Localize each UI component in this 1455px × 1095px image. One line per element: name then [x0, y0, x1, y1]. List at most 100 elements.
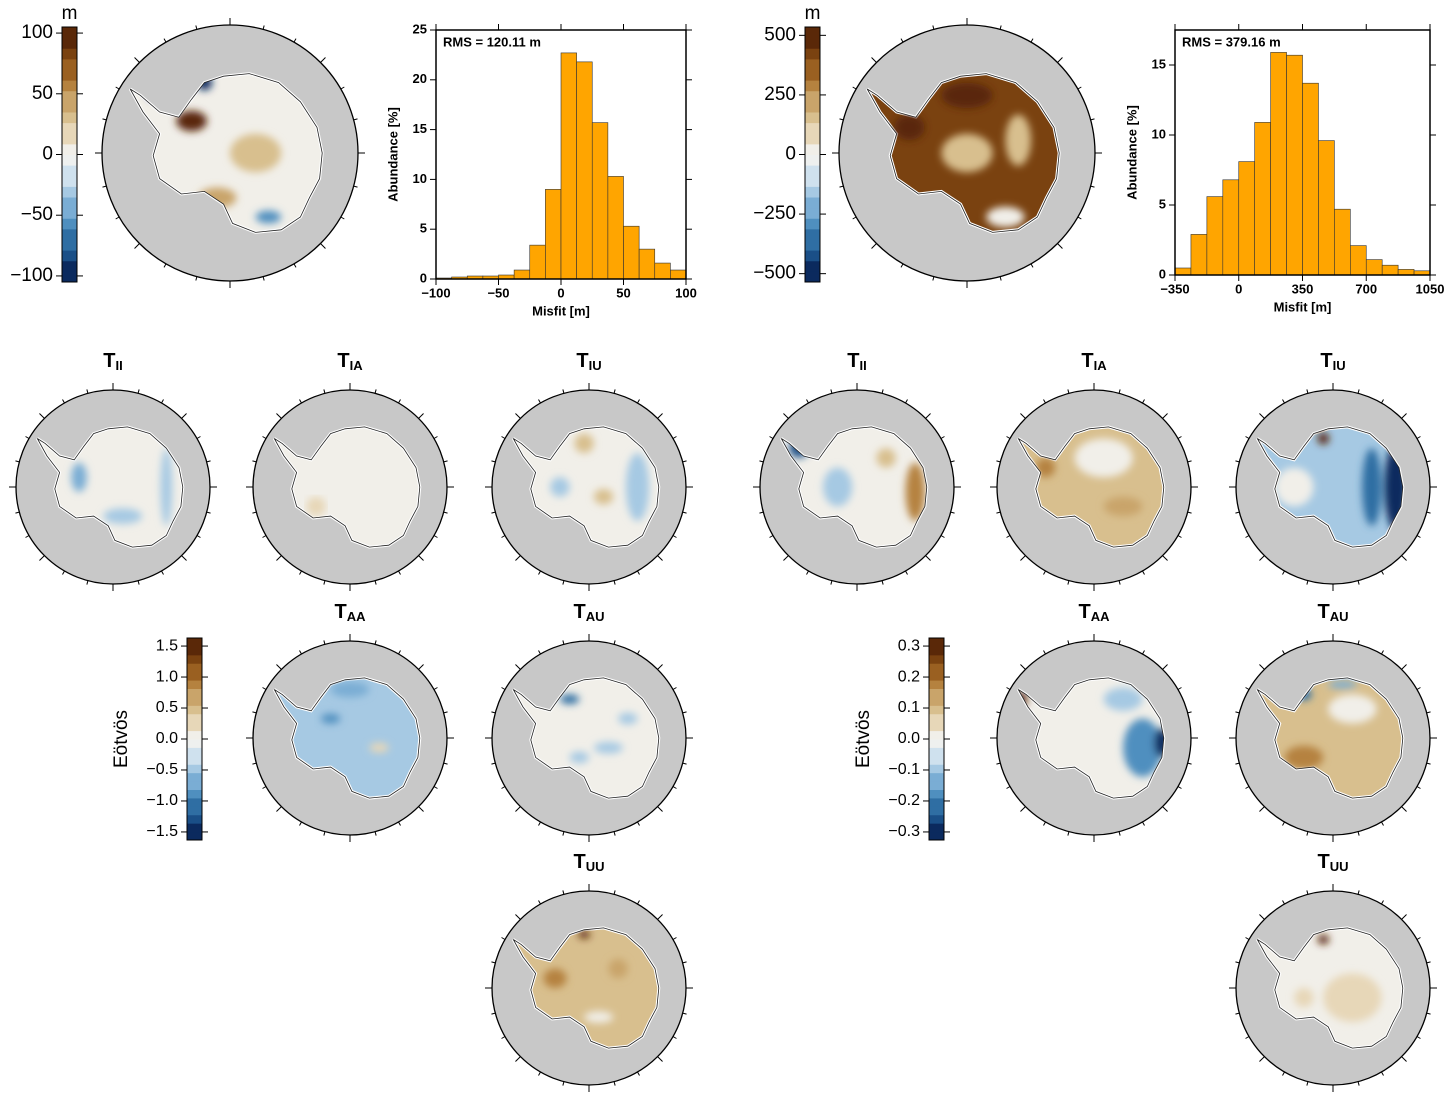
map-frame-tick — [320, 243, 326, 249]
colorbar-band — [187, 739, 202, 748]
colorbar-band — [805, 80, 820, 92]
map-frame-tick — [538, 650, 541, 655]
map-title-main: T — [847, 350, 859, 372]
map-frame-tick — [996, 711, 1001, 714]
map-frame-tick — [353, 185, 358, 188]
map-frame-tick — [1090, 118, 1095, 121]
map-frame-tick — [1259, 914, 1265, 920]
colorbar-tick-label: −0.2 — [888, 792, 920, 809]
map-anomaly — [905, 462, 925, 521]
map-frame-tick — [672, 1036, 677, 1039]
map-frame-tick — [340, 86, 345, 90]
map-frame-tick — [252, 460, 257, 463]
map-frame-tick — [398, 821, 401, 826]
map-frame-tick — [562, 831, 565, 836]
map-frame-tick — [137, 580, 140, 585]
map-title: TIA — [1081, 350, 1107, 373]
map-frame-tick — [206, 511, 211, 514]
map: TIU — [485, 350, 693, 591]
map-frame-tick — [1067, 580, 1070, 585]
map-frame-tick — [657, 664, 663, 670]
map-frame-tick — [562, 640, 565, 645]
colorbar-band — [187, 755, 202, 765]
x-axis-label: Misfit [m] — [532, 303, 590, 318]
colorbar-band — [805, 48, 820, 60]
map-frame-tick — [374, 389, 377, 394]
map-frame-tick — [433, 786, 438, 789]
map-field — [320, 681, 389, 753]
map-frame-tick — [515, 914, 521, 920]
colorbar-band — [187, 722, 202, 732]
map-anomaly — [941, 133, 993, 173]
map-frame-tick — [501, 535, 506, 538]
colorbar-band — [929, 781, 944, 790]
colorbar-band — [187, 705, 202, 715]
map: TAU — [485, 601, 693, 842]
map-coastline — [36, 426, 184, 548]
histogram-bar — [1270, 52, 1287, 276]
map-frame-tick — [881, 389, 884, 394]
map-frame-tick — [323, 640, 326, 645]
map-frame-tick — [839, 185, 844, 188]
x-tick-label: −350 — [1160, 281, 1189, 296]
colorbar-band — [62, 133, 77, 145]
map-frame-tick — [163, 263, 167, 268]
map-frame-tick — [1259, 413, 1265, 419]
map-frame-tick — [672, 436, 677, 439]
map-frame-tick — [1381, 650, 1384, 655]
map-anomaly — [1328, 680, 1358, 689]
map-frame-tick — [491, 762, 496, 765]
colorbar-tick-label: 0 — [785, 144, 796, 165]
colorbar-band — [805, 58, 820, 70]
map-title-main: T — [1079, 601, 1091, 623]
colorbar-tick-label: 100 — [21, 22, 53, 43]
map-field-blobs — [550, 433, 650, 521]
map-frame-tick — [1020, 413, 1026, 419]
map-frame-tick — [374, 831, 377, 836]
map-field — [1294, 934, 1382, 1022]
colorbar-band — [187, 806, 202, 816]
colorbar-band — [62, 175, 77, 187]
map-frame-tick — [501, 786, 506, 789]
map-coastline — [129, 73, 323, 233]
map-frame-tick — [323, 831, 326, 836]
histogram-bar — [1302, 82, 1319, 276]
map-frame-tick — [682, 511, 687, 514]
map-frame-tick — [62, 570, 65, 575]
colorbar-band — [62, 101, 77, 113]
colorbar-band — [187, 730, 202, 740]
map-frame-tick — [999, 25, 1002, 30]
map-frame-tick — [276, 555, 282, 561]
map-frame-tick — [1357, 640, 1360, 645]
map-field-blobs — [71, 448, 173, 526]
map-frame-tick — [783, 555, 789, 561]
map-frame-tick — [1426, 511, 1431, 514]
colorbar-band — [62, 90, 77, 102]
colorbar-band — [929, 654, 944, 664]
colorbar-tick-label: 0.0 — [898, 730, 920, 747]
colorbar-tick-label: −500 — [753, 263, 796, 284]
colorbar-label: m — [62, 3, 78, 24]
map-coastline — [512, 677, 660, 799]
colorbar-band — [929, 663, 944, 673]
map-frame-tick — [276, 664, 282, 670]
map-frame-tick — [1306, 1081, 1309, 1086]
map-frame-tick — [1118, 580, 1121, 585]
map-frame-tick — [1259, 1056, 1265, 1062]
map-frame-tick — [1187, 711, 1192, 714]
map-anomaly — [1362, 448, 1382, 526]
histogram-bar — [1318, 140, 1335, 276]
colorbar-band — [187, 654, 202, 664]
map-anomaly — [1154, 728, 1164, 758]
map-frame-tick — [1235, 511, 1240, 514]
map-frame-tick — [418, 413, 424, 419]
map-frame-tick — [682, 1012, 687, 1015]
map-frame-tick — [299, 570, 302, 575]
map-frame-tick — [1090, 185, 1095, 188]
map-frame-tick — [806, 570, 809, 575]
map-frame-tick — [1187, 762, 1192, 765]
map-frame-tick — [637, 570, 640, 575]
colorbar-band — [62, 154, 77, 166]
colorbar-tick-label: 1.0 — [156, 668, 178, 685]
map-coastline — [866, 73, 1060, 233]
